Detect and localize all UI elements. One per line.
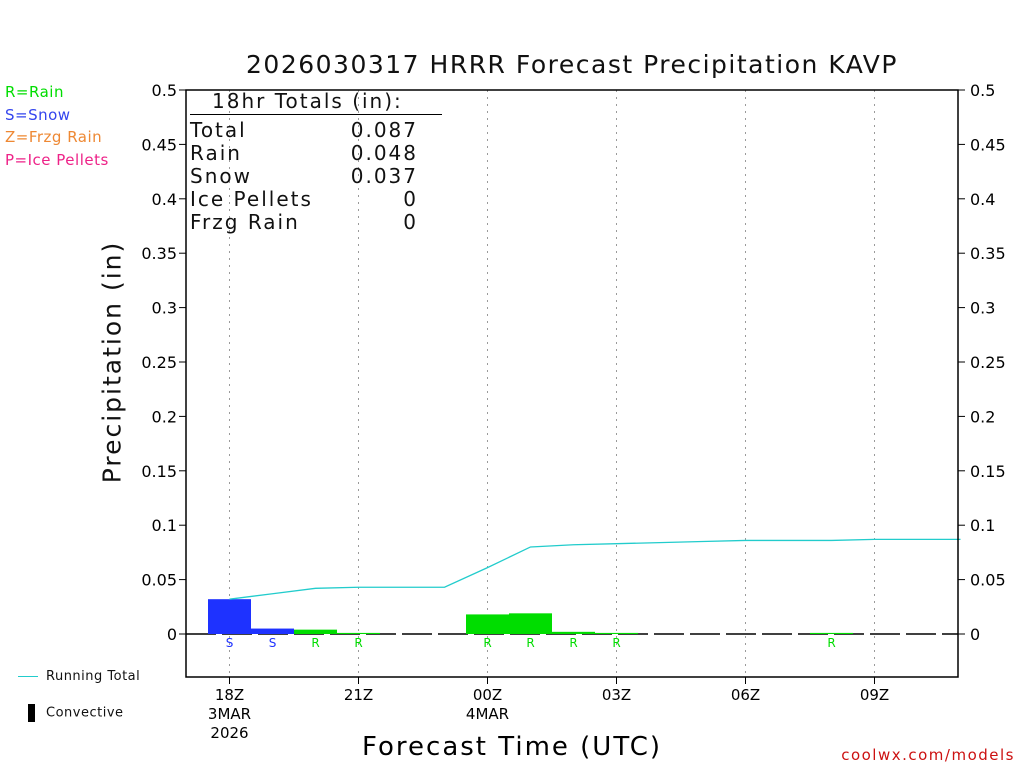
y-tick-label-left: 0 [167,625,177,644]
running-total-swatch [18,676,38,677]
x-tick-label: 00Z [473,686,502,704]
legend-frzg-rain: Z=Frzg Rain [5,128,103,146]
precip-type-marker: R [827,636,835,650]
x-tick-label: 06Z [731,686,760,704]
precip-type-marker: R [526,636,534,650]
legend-convective: Convective [18,704,124,722]
totals-value: 0.048 [350,141,418,165]
y-tick-label-left: 0.05 [141,571,177,590]
precip-bar [552,631,595,634]
x-axis-label: Forecast Time (UTC) [361,732,662,762]
precip-bar [595,632,638,634]
y-tick-label-left: 0.3 [152,299,177,318]
totals-label: Rain [190,141,242,165]
totals-row-ice-pellets: Ice Pellets 0 [190,188,418,211]
legend-convective-label: Convective [46,705,124,721]
y-tick-label-right: 0.4 [970,190,995,209]
x-tick-sublabel: 3MAR [208,705,251,723]
precip-type-legend: R=Rain S=Snow Z=Frzg Rain P=Ice Pellets [5,81,109,171]
y-tick-label-right: 0.15 [970,462,1006,481]
y-tick-label-left: 0.25 [141,353,177,372]
legend-snow: S=Snow [5,105,71,124]
precip-type-marker: R [483,636,491,650]
x-tick-label: 09Z [860,686,889,704]
precip-type-marker: R [354,636,362,650]
totals-label: Snow [190,164,252,188]
y-tick-label-left: 0.45 [141,135,177,154]
totals-row-total: Total 0.087 [190,119,418,142]
x-tick-label: 21Z [344,686,373,704]
precip-type-marker: R [612,636,620,650]
legend-running-total: Running Total [18,669,140,684]
totals-label: Ice Pellets [190,187,313,211]
y-tick-label-right: 0 [970,625,980,644]
x-tick-label: 03Z [602,686,631,704]
convective-swatch [28,704,35,722]
totals-row-frzg-rain: Frzg Rain 0 [190,211,418,234]
totals-value: 0 [403,187,418,211]
y-tick-label-right: 0.5 [970,81,995,100]
y-tick-label-right: 0.25 [970,353,1006,372]
precip-bar [208,599,251,634]
credit-link[interactable]: coolwx.com/models [841,746,1015,764]
y-tick-label-right: 0.2 [970,407,995,426]
x-tick-sublabel: 4MAR [466,705,509,723]
totals-label: Frzg Rain [190,210,300,234]
y-tick-label-left: 0.4 [152,190,177,209]
precip-type-marker: R [311,636,319,650]
precip-bar [251,628,294,634]
precip-bar [509,613,552,634]
y-tick-label-left: 0.1 [152,516,177,535]
y-tick-label-right: 0.45 [970,135,1006,154]
precip-bar [337,632,380,634]
y-tick-label-left: 0.2 [152,407,177,426]
precip-bar [466,614,509,634]
y-tick-label-right: 0.3 [970,299,995,318]
y-tick-label-left: 0.15 [141,462,177,481]
totals-box: 18hr Totals (in): Total 0.087 Rain 0.048 S… [190,90,442,234]
precip-type-marker: S [226,636,234,650]
x-tick-sublabel: 2026 [210,724,248,742]
totals-value: 0.037 [350,164,418,188]
x-tick-label: 18Z [215,686,244,704]
y-tick-label-left: 0.35 [141,244,177,263]
precip-bar [810,632,853,634]
totals-value: 0 [403,210,418,234]
y-tick-label-left: 0.5 [152,81,177,100]
legend-rain: R=Rain [5,83,64,101]
legend-ice-pellets: P=Ice Pellets [5,150,109,169]
y-tick-label-right: 0.35 [970,244,1006,263]
totals-header: 18hr Totals (in): [190,90,442,115]
y-tick-label-right: 0.1 [970,516,995,535]
y-axis-label: Precipitation (in) [97,240,127,484]
precip-type-marker: S [269,636,277,650]
precip-type-marker: R [569,636,577,650]
plot-frame [185,89,959,678]
totals-row-snow: Snow 0.037 [190,165,418,188]
totals-value: 0.087 [350,118,418,142]
y-tick-label-right: 0.05 [970,571,1006,590]
running-total-line [229,538,961,600]
totals-label: Total [190,118,247,142]
legend-running-total-label: Running Total [46,669,141,684]
totals-row-rain: Rain 0.048 [190,142,418,165]
chart-title: 2026030317 HRRR Forecast Precipitation K… [246,50,898,79]
precip-bar [294,629,337,634]
